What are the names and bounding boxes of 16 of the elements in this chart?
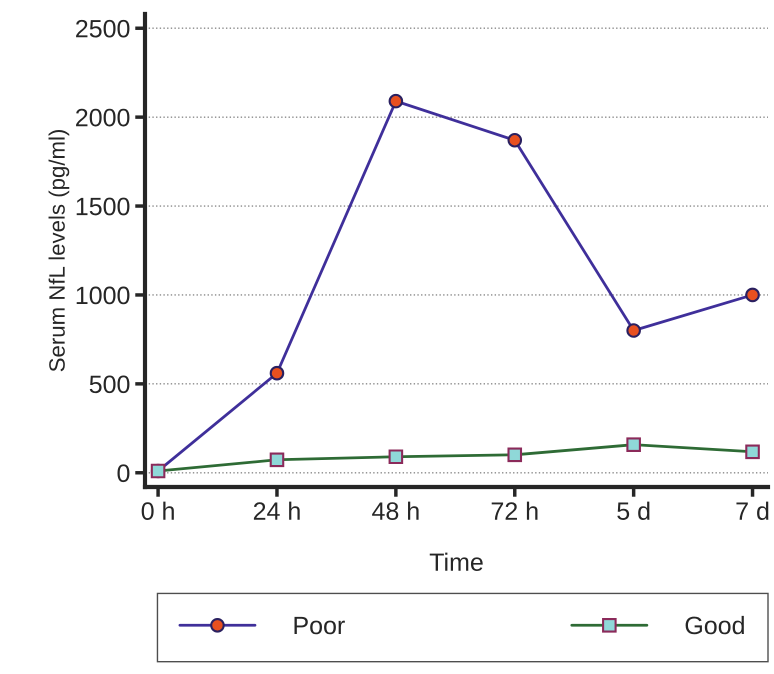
x-tick-label: 72 h	[492, 502, 538, 520]
y-tick-label: 1000	[76, 286, 130, 304]
x-tick-label: 24 h	[254, 502, 300, 520]
legend-label: Poor	[294, 616, 345, 634]
y-tick-label: 1500	[76, 198, 130, 216]
y-tick-label: 2000	[76, 108, 130, 126]
y-tick-label: 0	[117, 464, 130, 482]
x-tick-label: 48 h	[372, 502, 419, 520]
x-tick-label: 7 d	[736, 502, 768, 520]
x-tick-label: 0 h	[142, 502, 174, 520]
y-axis-title: Serum NfL levels (pg/ml)	[48, 130, 70, 372]
y-tick-label: 2500	[76, 20, 130, 38]
legend-label: Good	[686, 616, 744, 634]
y-tick-label: 500	[90, 375, 130, 394]
x-tick-label: 5 d	[617, 502, 650, 520]
x-axis-title: Time	[430, 552, 483, 572]
